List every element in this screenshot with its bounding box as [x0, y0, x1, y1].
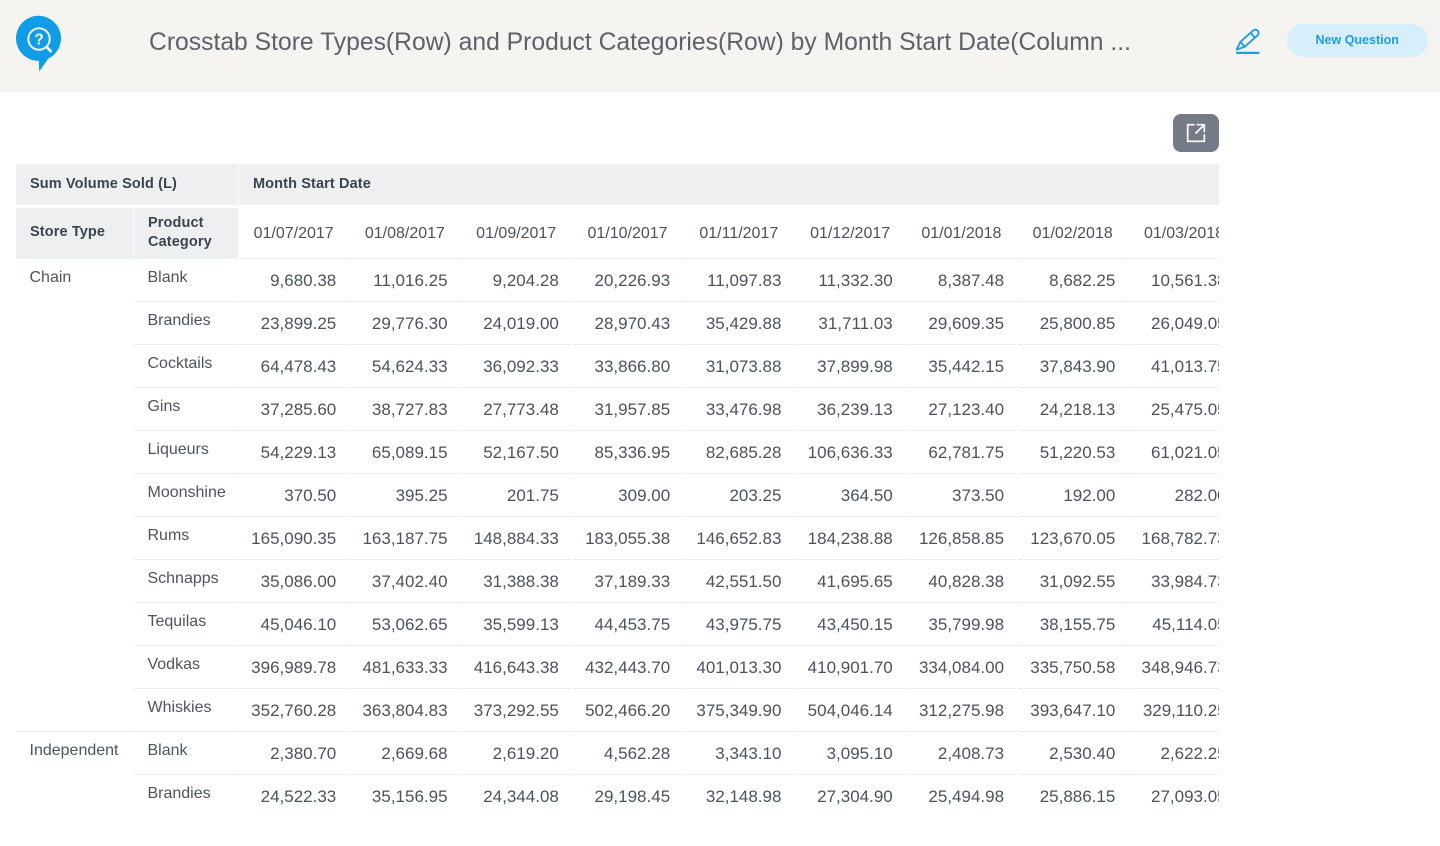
- svg-text:?: ?: [34, 32, 43, 49]
